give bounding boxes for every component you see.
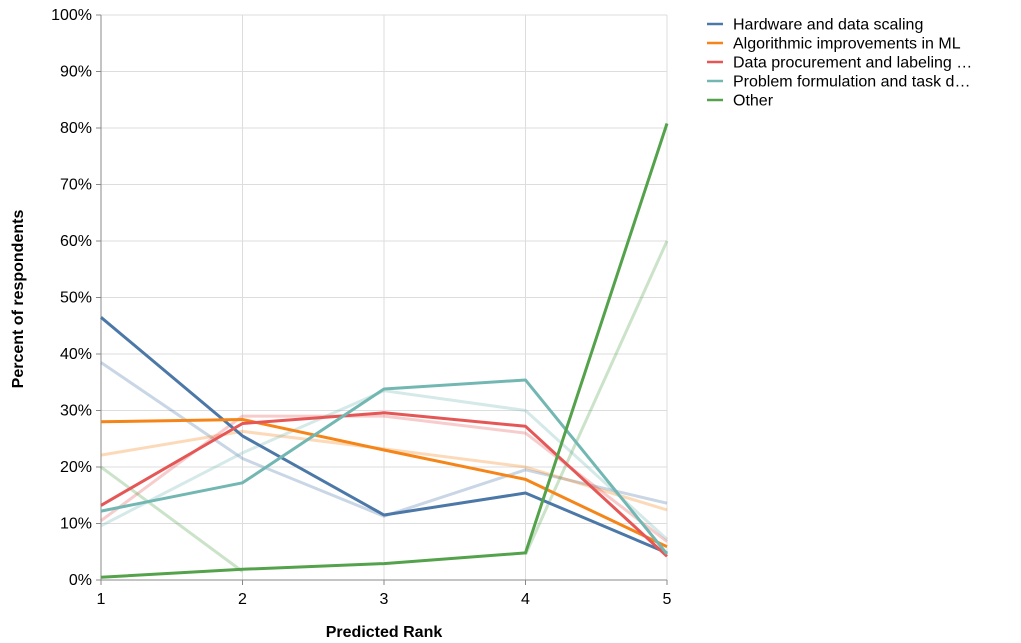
- x-tick-label: 4: [521, 591, 530, 608]
- series-line: [100, 411, 669, 558]
- y-tick-label: 60%: [60, 233, 92, 250]
- y-tick-label: 40%: [60, 346, 92, 363]
- y-tick-label: 30%: [60, 403, 92, 420]
- x-tick-label: 3: [380, 591, 389, 608]
- y-tick-label: 50%: [60, 290, 92, 307]
- legend-label: Data procurement and labeling …: [733, 55, 972, 72]
- series-line: [100, 378, 669, 555]
- y-tick-label: 80%: [60, 120, 92, 137]
- y-tick-label: 0%: [69, 572, 92, 589]
- legend-label: Problem formulation and task d…: [733, 74, 970, 91]
- axes: [96, 14, 668, 585]
- y-axis-title: Percent of respondents: [10, 210, 27, 389]
- legend-label: Algorithmic improvements in ML: [733, 36, 961, 53]
- tick-labels: 0% 10% 20% 30% 40% 50% 60% 70% 80% 90% 100% 1 2 3 4 5: [51, 7, 671, 608]
- series-lines: [100, 123, 669, 579]
- x-axis-title: Predicted Rank: [326, 624, 443, 641]
- series-line: [100, 123, 669, 579]
- y-tick-label: 20%: [60, 459, 92, 476]
- y-tick-label: 70%: [60, 177, 92, 194]
- legend: Hardware and data scaling Algorithmic imp…: [707, 17, 972, 110]
- legend-label: Hardware and data scaling: [733, 17, 923, 34]
- legend-label: Other: [733, 93, 774, 110]
- x-tick-label: 5: [663, 591, 672, 608]
- y-tick-label: 90%: [60, 64, 92, 81]
- series-line: [100, 418, 668, 549]
- y-tick-label: 100%: [51, 7, 92, 24]
- x-tick-label: 1: [97, 591, 106, 608]
- series-line: [100, 316, 668, 555]
- y-tick-label: 10%: [60, 516, 92, 533]
- x-tick-label: 2: [238, 591, 247, 608]
